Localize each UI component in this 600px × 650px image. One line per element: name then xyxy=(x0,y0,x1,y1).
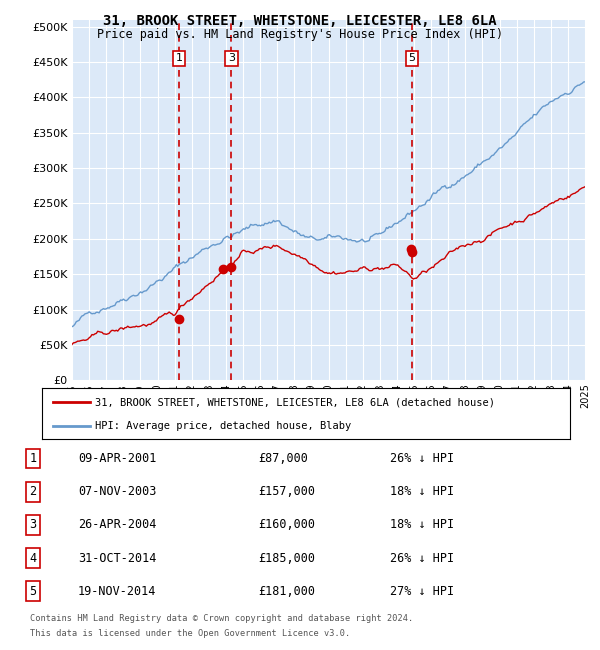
Text: £157,000: £157,000 xyxy=(258,485,315,499)
Text: 5: 5 xyxy=(29,585,37,598)
Text: 26% ↓ HPI: 26% ↓ HPI xyxy=(390,551,454,564)
Text: 5: 5 xyxy=(409,53,415,64)
Text: 4: 4 xyxy=(29,551,37,564)
Text: 31, BROOK STREET, WHETSTONE, LEICESTER, LE8 6LA (detached house): 31, BROOK STREET, WHETSTONE, LEICESTER, … xyxy=(95,397,495,408)
Text: 19-NOV-2014: 19-NOV-2014 xyxy=(78,585,157,598)
Text: 3: 3 xyxy=(29,519,37,532)
Text: 1: 1 xyxy=(176,53,183,64)
Text: 07-NOV-2003: 07-NOV-2003 xyxy=(78,485,157,499)
Text: £181,000: £181,000 xyxy=(258,585,315,598)
Text: 31, BROOK STREET, WHETSTONE, LEICESTER, LE8 6LA: 31, BROOK STREET, WHETSTONE, LEICESTER, … xyxy=(103,14,497,29)
Text: 27% ↓ HPI: 27% ↓ HPI xyxy=(390,585,454,598)
Text: 1: 1 xyxy=(29,452,37,465)
Text: 18% ↓ HPI: 18% ↓ HPI xyxy=(390,519,454,532)
Text: 2: 2 xyxy=(29,485,37,499)
Text: HPI: Average price, detached house, Blaby: HPI: Average price, detached house, Blab… xyxy=(95,421,351,431)
Text: £87,000: £87,000 xyxy=(258,452,308,465)
Text: £160,000: £160,000 xyxy=(258,519,315,532)
Text: 26-APR-2004: 26-APR-2004 xyxy=(78,519,157,532)
Text: 09-APR-2001: 09-APR-2001 xyxy=(78,452,157,465)
Text: 26% ↓ HPI: 26% ↓ HPI xyxy=(390,452,454,465)
Text: Price paid vs. HM Land Registry's House Price Index (HPI): Price paid vs. HM Land Registry's House … xyxy=(97,28,503,41)
Text: 31-OCT-2014: 31-OCT-2014 xyxy=(78,551,157,564)
Text: Contains HM Land Registry data © Crown copyright and database right 2024.: Contains HM Land Registry data © Crown c… xyxy=(30,614,413,623)
Text: 18% ↓ HPI: 18% ↓ HPI xyxy=(390,485,454,499)
Text: £185,000: £185,000 xyxy=(258,551,315,564)
Text: 3: 3 xyxy=(228,53,235,64)
Text: This data is licensed under the Open Government Licence v3.0.: This data is licensed under the Open Gov… xyxy=(30,629,350,638)
